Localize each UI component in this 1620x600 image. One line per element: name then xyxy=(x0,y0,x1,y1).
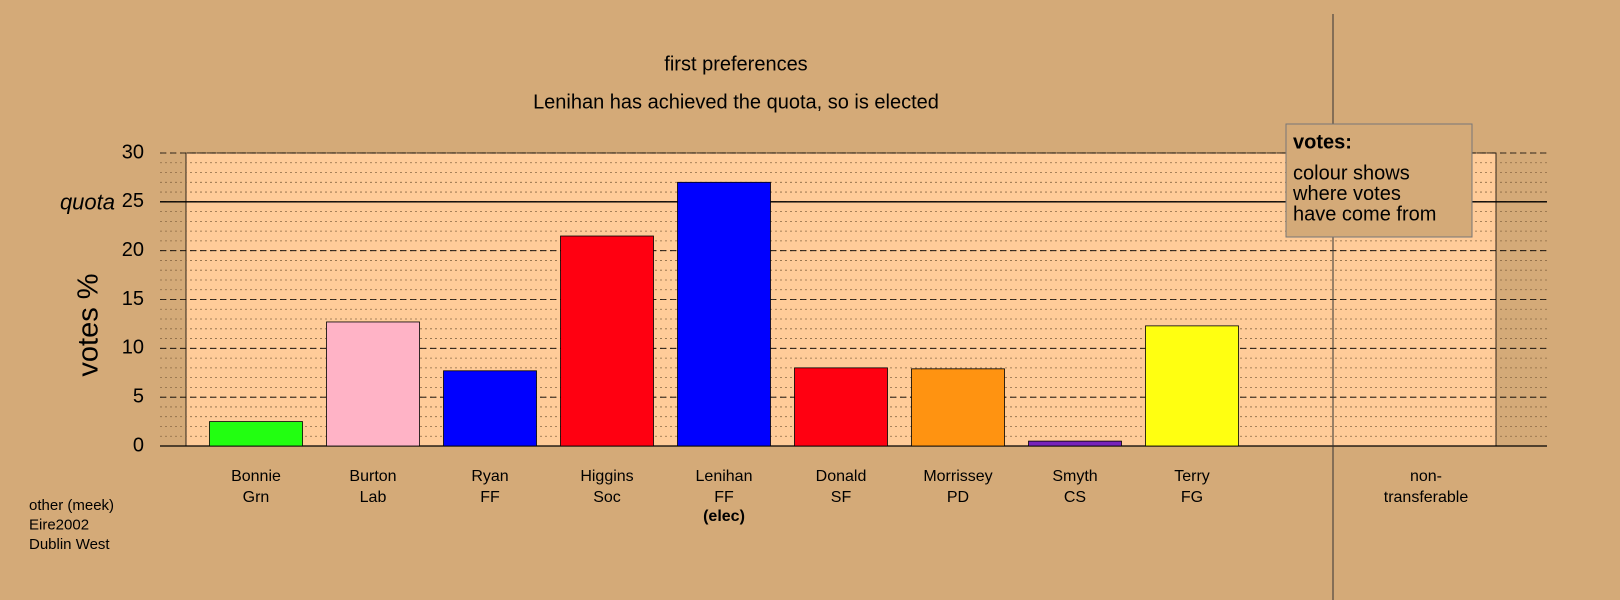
x-tick-label: Morrissey xyxy=(923,468,992,485)
legend-title: votes: xyxy=(1293,131,1352,153)
legend-text: where votes xyxy=(1292,183,1401,205)
bar xyxy=(326,321,420,447)
party-label: CS xyxy=(1064,489,1086,506)
x-tick-label: Burton xyxy=(349,468,396,485)
legend-text: have come from xyxy=(1293,203,1436,225)
bar xyxy=(209,421,303,447)
party-label: Soc xyxy=(593,489,621,506)
party-label: FF xyxy=(714,489,734,506)
bar xyxy=(911,368,1005,447)
x-tick-label: Terry xyxy=(1174,468,1210,485)
y-tick-label: 30 xyxy=(122,141,144,163)
chart-layer: 0 5 10 15 20 25 30 quota Bonnie Grn Burton Lab Ryan F… xyxy=(29,14,1547,600)
party-label: SF xyxy=(831,489,852,506)
note: other (meek) xyxy=(29,497,114,514)
y-tick-label: 10 xyxy=(122,337,144,359)
party-label: FF xyxy=(480,489,500,506)
legend-text: colour shows xyxy=(1293,162,1410,184)
y-tick-label: 0 xyxy=(133,434,144,456)
y-axis-label: votes % xyxy=(73,273,105,376)
quota-label: quota xyxy=(60,190,115,215)
note: Dublin West xyxy=(29,536,110,553)
legend-box xyxy=(1285,123,1473,238)
y-tick-label: 5 xyxy=(133,385,144,407)
y-tick-label: 20 xyxy=(122,239,144,261)
x-tick-label: Lenihan xyxy=(696,468,753,485)
party-label: Lab xyxy=(360,489,387,506)
nontransferable-label: non- xyxy=(1410,468,1442,485)
bar xyxy=(443,370,537,447)
party-label: PD xyxy=(947,489,969,506)
chart-title: first preferences xyxy=(664,53,807,75)
x-tick-label: Smyth xyxy=(1052,468,1097,485)
party-label: FG xyxy=(1181,489,1203,506)
x-tick-label: Donald xyxy=(816,468,867,485)
y-tick-label: 15 xyxy=(122,288,144,310)
x-tick-label: Ryan xyxy=(471,468,508,485)
bar xyxy=(794,367,888,447)
nontransferable-label: transferable xyxy=(1384,489,1469,506)
bar xyxy=(560,235,654,447)
note: Eire2002 xyxy=(29,516,89,533)
x-tick-label: Higgins xyxy=(580,468,633,485)
bar xyxy=(1145,325,1239,447)
elected-label: (elec) xyxy=(703,508,745,525)
bar xyxy=(1028,440,1122,447)
chart-subtitle: Lenihan has achieved the quota, so is el… xyxy=(533,91,939,113)
bar xyxy=(677,181,771,447)
x-tick-label: Bonnie xyxy=(231,468,281,485)
y-tick-label: 25 xyxy=(122,190,144,212)
party-label: Grn xyxy=(243,489,270,506)
